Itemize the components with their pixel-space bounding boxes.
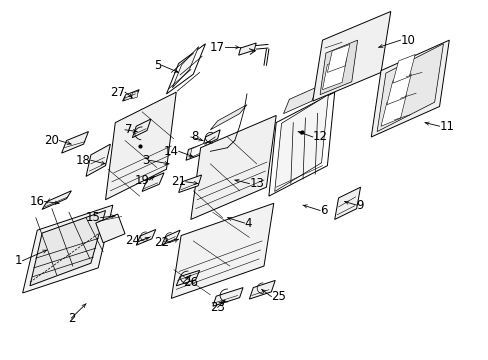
Polygon shape — [312, 12, 390, 101]
Polygon shape — [178, 175, 201, 193]
Polygon shape — [370, 40, 448, 137]
Polygon shape — [171, 203, 273, 298]
Polygon shape — [189, 142, 206, 158]
Polygon shape — [131, 91, 138, 99]
Text: 10: 10 — [400, 33, 415, 47]
Text: 23: 23 — [210, 301, 224, 314]
Text: 7: 7 — [125, 123, 132, 136]
Polygon shape — [238, 43, 256, 55]
Text: 24: 24 — [124, 234, 140, 247]
Polygon shape — [30, 211, 105, 286]
Text: 5: 5 — [154, 59, 161, 72]
Polygon shape — [190, 116, 276, 220]
Text: 27: 27 — [110, 86, 125, 99]
Text: 25: 25 — [271, 290, 285, 303]
Polygon shape — [210, 105, 246, 130]
Text: 14: 14 — [163, 145, 178, 158]
Polygon shape — [392, 54, 414, 83]
Text: 21: 21 — [171, 175, 185, 188]
Text: 13: 13 — [249, 177, 264, 190]
Polygon shape — [203, 130, 220, 146]
Text: 17: 17 — [209, 41, 224, 54]
Polygon shape — [166, 44, 205, 94]
Polygon shape — [327, 44, 349, 72]
Polygon shape — [386, 74, 410, 105]
Polygon shape — [42, 191, 71, 210]
Polygon shape — [172, 46, 198, 88]
Polygon shape — [380, 95, 406, 126]
Polygon shape — [268, 92, 334, 196]
Text: 26: 26 — [183, 276, 198, 289]
Polygon shape — [249, 280, 275, 299]
Text: 22: 22 — [154, 236, 168, 249]
Polygon shape — [86, 144, 110, 176]
Text: 15: 15 — [85, 211, 101, 224]
Polygon shape — [122, 90, 139, 101]
Text: 12: 12 — [312, 130, 327, 144]
Polygon shape — [124, 93, 132, 100]
Polygon shape — [320, 40, 357, 95]
Text: 18: 18 — [76, 154, 91, 167]
Polygon shape — [161, 230, 180, 245]
Polygon shape — [212, 288, 243, 306]
Text: 8: 8 — [190, 130, 198, 144]
Polygon shape — [142, 173, 163, 192]
Polygon shape — [136, 229, 156, 245]
Text: 19: 19 — [134, 174, 149, 186]
Text: 16: 16 — [29, 195, 44, 208]
Polygon shape — [376, 44, 443, 132]
Text: 2: 2 — [67, 311, 75, 325]
Polygon shape — [61, 132, 88, 153]
Polygon shape — [176, 270, 199, 286]
Polygon shape — [185, 141, 210, 160]
Text: 20: 20 — [44, 134, 59, 147]
Polygon shape — [274, 95, 328, 192]
Polygon shape — [22, 205, 113, 293]
Polygon shape — [322, 57, 346, 90]
Polygon shape — [334, 187, 360, 220]
Polygon shape — [96, 214, 125, 243]
Text: 3: 3 — [142, 154, 149, 167]
Text: 4: 4 — [244, 216, 251, 230]
Text: 1: 1 — [15, 254, 22, 267]
Polygon shape — [105, 92, 176, 200]
Text: 9: 9 — [356, 199, 364, 212]
Polygon shape — [132, 119, 151, 138]
Text: 6: 6 — [320, 204, 327, 217]
Polygon shape — [283, 87, 317, 114]
Text: 11: 11 — [439, 120, 454, 133]
